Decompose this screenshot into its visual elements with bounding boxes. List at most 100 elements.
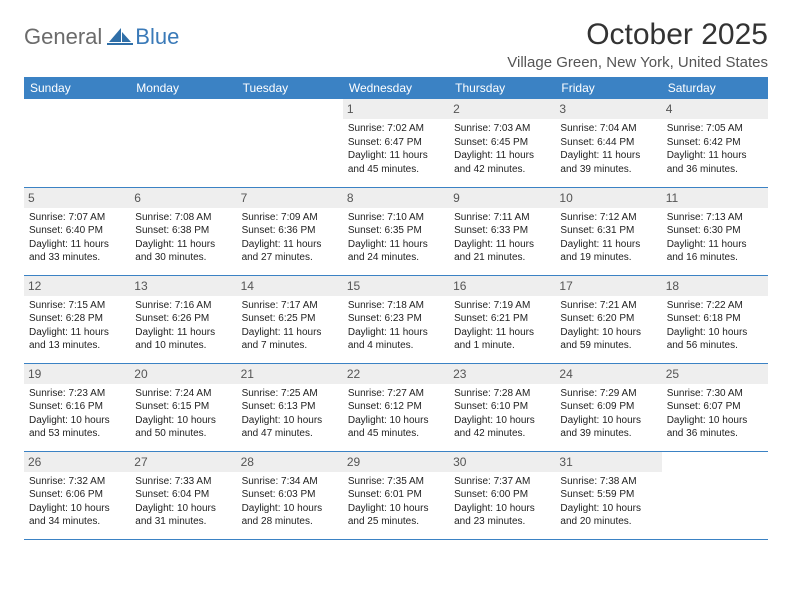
day-details: Sunrise: 7:09 AMSunset: 6:36 PMDaylight:… [242,211,338,265]
day-cell: 12 Sunrise: 7:15 AMSunset: 6:28 PMDayligh… [24,275,130,363]
day-details: Sunrise: 7:22 AMSunset: 6:18 PMDaylight:… [667,299,763,353]
dayname-mon: Monday [130,77,236,99]
day-details: Sunrise: 7:27 AMSunset: 6:12 PMDaylight:… [348,387,444,441]
day-cell: 29Sunrise: 7:35 AMSunset: 6:01 PMDayligh… [343,451,449,539]
calendar-table: Sunday Monday Tuesday Wednesday Thursday… [24,77,768,539]
day-number: 14 [237,276,343,296]
day-cell: 22Sunrise: 7:27 AMSunset: 6:12 PMDayligh… [343,363,449,451]
day-details: Sunrise: 7:25 AMSunset: 6:13 PMDaylight:… [242,387,338,441]
week-row: 12 Sunrise: 7:15 AMSunset: 6:28 PMDayligh… [24,275,768,363]
title-block: October 2025 Village Green, New York, Un… [507,18,768,71]
day-number: 3 [555,99,661,119]
day-details: Sunrise: 7:02 AMSunset: 6:47 PMDaylight:… [348,122,444,176]
week-row: 19Sunrise: 7:23 AMSunset: 6:16 PMDayligh… [24,363,768,451]
day-cell: 2 Sunrise: 7:03 AMSunset: 6:45 PMDaylight… [449,99,555,187]
day-cell: 17 Sunrise: 7:21 AMSunset: 6:20 PMDayligh… [555,275,661,363]
week-row: 26 Sunrise: 7:32 AMSunset: 6:06 PMDayligh… [24,451,768,539]
day-cell: 18 Sunrise: 7:22 AMSunset: 6:18 PMDayligh… [662,275,768,363]
day-number: 11 [662,188,768,208]
day-details: Sunrise: 7:13 AMSunset: 6:30 PMDaylight:… [667,211,763,265]
day-number: 1 [343,99,449,119]
day-cell [662,451,768,539]
day-number: 10 [555,188,661,208]
day-details: Sunrise: 7:04 AMSunset: 6:44 PMDaylight:… [560,122,656,176]
day-number: 20 [130,364,236,384]
day-number: 18 [662,276,768,296]
day-details: Sunrise: 7:12 AMSunset: 6:31 PMDaylight:… [560,211,656,265]
day-number: 30 [449,452,555,472]
day-number: 5 [24,188,130,208]
day-details: Sunrise: 7:18 AMSunset: 6:23 PMDaylight:… [348,299,444,353]
dayname-sun: Sunday [24,77,130,99]
day-number: 27 [130,452,236,472]
day-details: Sunrise: 7:16 AMSunset: 6:26 PMDaylight:… [135,299,231,353]
location: Village Green, New York, United States [507,54,768,71]
day-cell: 30 Sunrise: 7:37 AMSunset: 6:00 PMDayligh… [449,451,555,539]
day-number: 26 [24,452,130,472]
day-details: Sunrise: 7:37 AMSunset: 6:00 PMDaylight:… [454,475,550,529]
week-row: 5 Sunrise: 7:07 AMSunset: 6:40 PMDaylight… [24,187,768,275]
day-number: 6 [130,188,236,208]
day-details: Sunrise: 7:33 AMSunset: 6:04 PMDaylight:… [135,475,231,529]
day-header-row: Sunday Monday Tuesday Wednesday Thursday… [24,77,768,99]
day-cell: 20Sunrise: 7:24 AMSunset: 6:15 PMDayligh… [130,363,236,451]
day-cell: 28Sunrise: 7:34 AMSunset: 6:03 PMDayligh… [237,451,343,539]
day-number: 7 [237,188,343,208]
day-cell: 3 Sunrise: 7:04 AMSunset: 6:44 PMDaylight… [555,99,661,187]
day-cell: 16Sunrise: 7:19 AMSunset: 6:21 PMDayligh… [449,275,555,363]
day-cell: 6Sunrise: 7:08 AMSunset: 6:38 PMDaylight… [130,187,236,275]
day-number: 29 [343,452,449,472]
day-cell [130,99,236,187]
day-number: 16 [449,276,555,296]
day-cell: 11 Sunrise: 7:13 AMSunset: 6:30 PMDayligh… [662,187,768,275]
dayname-fri: Friday [555,77,661,99]
day-number: 24 [555,364,661,384]
day-details: Sunrise: 7:21 AMSunset: 6:20 PMDaylight:… [560,299,656,353]
day-cell: 4 Sunrise: 7:05 AMSunset: 6:42 PMDaylight… [662,99,768,187]
day-number: 4 [662,99,768,119]
day-number: 12 [24,276,130,296]
day-cell: 24 Sunrise: 7:29 AMSunset: 6:09 PMDayligh… [555,363,661,451]
day-number: 21 [237,364,343,384]
day-details: Sunrise: 7:29 AMSunset: 6:09 PMDaylight:… [560,387,656,441]
day-number: 25 [662,364,768,384]
day-number: 17 [555,276,661,296]
week-row: 1 Sunrise: 7:02 AMSunset: 6:47 PMDaylight… [24,99,768,187]
dayname-tue: Tuesday [237,77,343,99]
day-details: Sunrise: 7:32 AMSunset: 6:06 PMDaylight:… [29,475,125,529]
day-number: 9 [449,188,555,208]
day-cell: 31 Sunrise: 7:38 AMSunset: 5:59 PMDayligh… [555,451,661,539]
day-details: Sunrise: 7:05 AMSunset: 6:42 PMDaylight:… [667,122,763,176]
dayname-thu: Thursday [449,77,555,99]
day-details: Sunrise: 7:15 AMSunset: 6:28 PMDaylight:… [29,299,125,353]
month-title: October 2025 [507,18,768,52]
day-cell [237,99,343,187]
day-cell: 1 Sunrise: 7:02 AMSunset: 6:47 PMDaylight… [343,99,449,187]
day-details: Sunrise: 7:07 AMSunset: 6:40 PMDaylight:… [29,211,125,265]
day-cell: 23 Sunrise: 7:28 AMSunset: 6:10 PMDayligh… [449,363,555,451]
dayname-wed: Wednesday [343,77,449,99]
day-cell [24,99,130,187]
day-cell: 15 Sunrise: 7:18 AMSunset: 6:23 PMDayligh… [343,275,449,363]
day-cell: 10 Sunrise: 7:12 AMSunset: 6:31 PMDayligh… [555,187,661,275]
day-cell: 27 Sunrise: 7:33 AMSunset: 6:04 PMDayligh… [130,451,236,539]
logo: General Blue [24,24,179,50]
day-cell: 25Sunrise: 7:30 AMSunset: 6:07 PMDayligh… [662,363,768,451]
day-details: Sunrise: 7:03 AMSunset: 6:45 PMDaylight:… [454,122,550,176]
day-number: 31 [555,452,661,472]
day-details: Sunrise: 7:11 AMSunset: 6:33 PMDaylight:… [454,211,550,265]
day-number: 23 [449,364,555,384]
day-number: 13 [130,276,236,296]
dayname-sat: Saturday [662,77,768,99]
day-number: 15 [343,276,449,296]
logo-text-general: General [24,24,102,50]
day-cell: 26 Sunrise: 7:32 AMSunset: 6:06 PMDayligh… [24,451,130,539]
day-details: Sunrise: 7:38 AMSunset: 5:59 PMDaylight:… [560,475,656,529]
day-cell: 13 Sunrise: 7:16 AMSunset: 6:26 PMDayligh… [130,275,236,363]
day-details: Sunrise: 7:28 AMSunset: 6:10 PMDaylight:… [454,387,550,441]
day-cell: 14Sunrise: 7:17 AMSunset: 6:25 PMDayligh… [237,275,343,363]
day-number: 19 [24,364,130,384]
day-cell: 8Sunrise: 7:10 AMSunset: 6:35 PMDaylight… [343,187,449,275]
day-cell: 9 Sunrise: 7:11 AMSunset: 6:33 PMDaylight… [449,187,555,275]
day-number: 2 [449,99,555,119]
